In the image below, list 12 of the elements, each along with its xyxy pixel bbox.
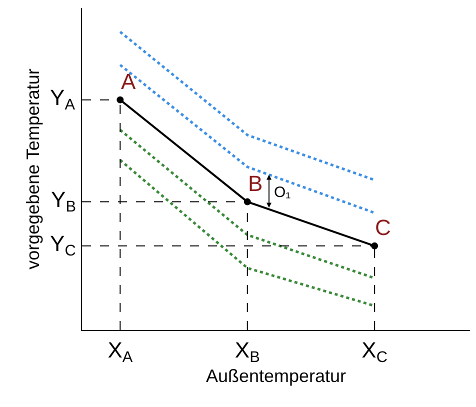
x-axis-title: Außentemperatur — [206, 366, 346, 386]
ref-line-label: Y$_{C}$ — [50, 231, 76, 260]
y-axis-title: vorgegebene Temperatur — [23, 68, 44, 270]
x-tick-label: X$_{A}$ — [108, 337, 134, 366]
x-tick-label: X$_{C}$ — [362, 337, 388, 366]
annotation: A — [121, 69, 136, 94]
ref-line-label: Y$_{A}$ — [50, 85, 76, 114]
annotation: C — [375, 215, 391, 240]
x-tick-label: X$_{B}$ — [234, 337, 260, 366]
annotation: B — [248, 171, 263, 196]
ref-line-label: Y$_{B}$ — [51, 187, 76, 216]
annotation: O₁ — [274, 184, 291, 201]
